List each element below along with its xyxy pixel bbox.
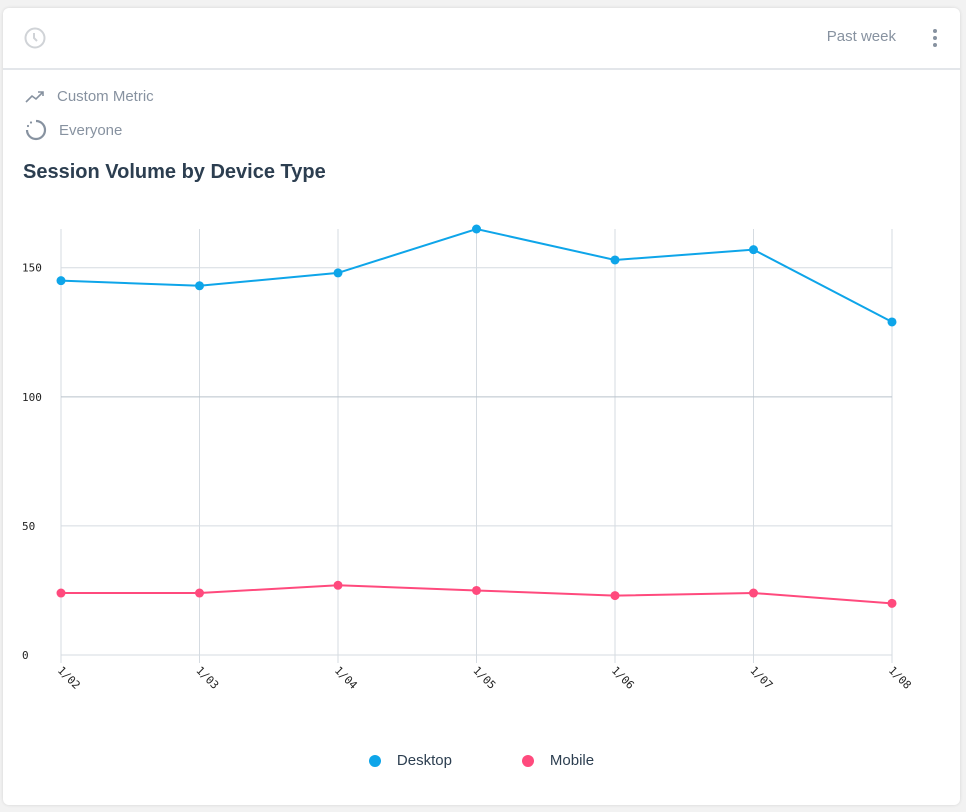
segment-circle-icon	[25, 119, 47, 141]
y-tick-label: 150	[22, 262, 42, 275]
legend-label: Desktop	[396, 752, 452, 769]
chart-title: Session Volume by Device Type	[23, 161, 326, 183]
x-tick-label: 1/08	[886, 664, 914, 692]
card-header: Past week	[3, 8, 960, 70]
x-tick-label: 1/05	[470, 664, 498, 692]
data-point-mobile	[472, 585, 481, 595]
metric-label: Custom Metric	[57, 88, 154, 105]
y-tick-label: 50	[22, 520, 35, 533]
legend-dot	[368, 754, 381, 767]
data-point-mobile	[333, 580, 343, 590]
segment-label: Everyone	[59, 121, 123, 139]
x-tick-label: 1/03	[193, 664, 221, 692]
legend: Desktop Mobile	[3, 752, 960, 769]
clock-icon[interactable]	[24, 27, 46, 49]
legend-label: Mobile	[549, 752, 595, 769]
trending-up-icon	[25, 90, 44, 103]
segment-row: Everyone	[25, 119, 122, 141]
x-tick-label: 1/04	[332, 664, 360, 692]
x-tick-label: 1/02	[55, 664, 83, 692]
legend-item-mobile[interactable]: Mobile	[521, 752, 595, 769]
legend-dot	[521, 754, 534, 767]
kebab-menu-icon[interactable]	[932, 28, 938, 48]
y-tick-label: 100	[22, 391, 42, 404]
line-chart: 1/02 1/03 1/04 1/05 1/06 1/07 1/08 0 50 100 150	[22, 224, 914, 692]
data-point-desktop	[195, 281, 204, 291]
y-tick-label: 0	[22, 649, 29, 662]
x-tick-label: 1/07	[747, 664, 775, 692]
data-point-mobile	[887, 598, 897, 608]
data-point-desktop	[56, 276, 66, 286]
data-point-mobile	[56, 588, 66, 598]
data-point-mobile	[610, 591, 620, 601]
data-point-desktop	[887, 317, 897, 327]
date-range-selector[interactable]: Past week	[826, 28, 896, 45]
x-tick-label: 1/06	[609, 664, 637, 692]
chart-card: Past week Custom Metric Everyone Session…	[3, 8, 960, 805]
data-point-desktop	[610, 255, 620, 265]
data-point-desktop	[749, 245, 758, 255]
legend-item-desktop[interactable]: Desktop	[368, 752, 452, 769]
metric-row: Custom Metric	[25, 88, 154, 105]
data-point-mobile	[195, 588, 204, 598]
data-point-desktop	[333, 268, 343, 278]
data-point-mobile	[749, 588, 758, 598]
data-point-desktop	[472, 224, 481, 234]
